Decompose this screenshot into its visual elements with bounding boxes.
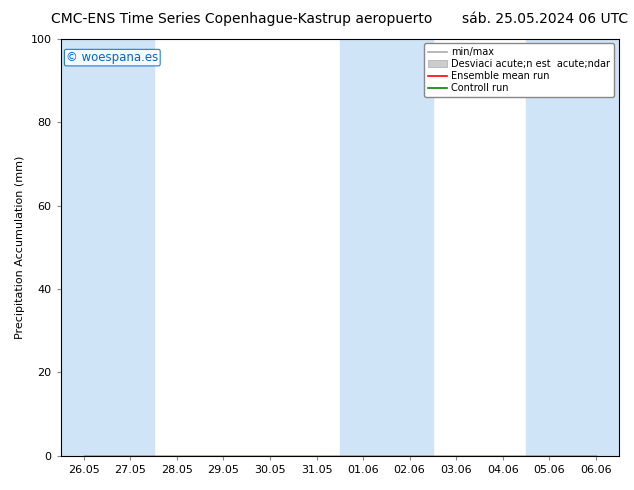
- Text: sáb. 25.05.2024 06 UTC: sáb. 25.05.2024 06 UTC: [462, 12, 628, 26]
- Bar: [573, 39, 619, 456]
- Bar: [107, 39, 153, 456]
- Bar: [340, 39, 386, 456]
- Bar: [61, 39, 107, 456]
- Legend: min/max, Desviaci acute;n est  acute;ndar, Ensemble mean run, Controll run: min/max, Desviaci acute;n est acute;ndar…: [424, 44, 614, 97]
- Text: © woespana.es: © woespana.es: [66, 51, 158, 64]
- Y-axis label: Precipitation Accumulation (mm): Precipitation Accumulation (mm): [15, 156, 25, 339]
- Text: CMC-ENS Time Series Copenhague-Kastrup aeropuerto: CMC-ENS Time Series Copenhague-Kastrup a…: [51, 12, 432, 26]
- Bar: [386, 39, 433, 456]
- Bar: [526, 39, 573, 456]
